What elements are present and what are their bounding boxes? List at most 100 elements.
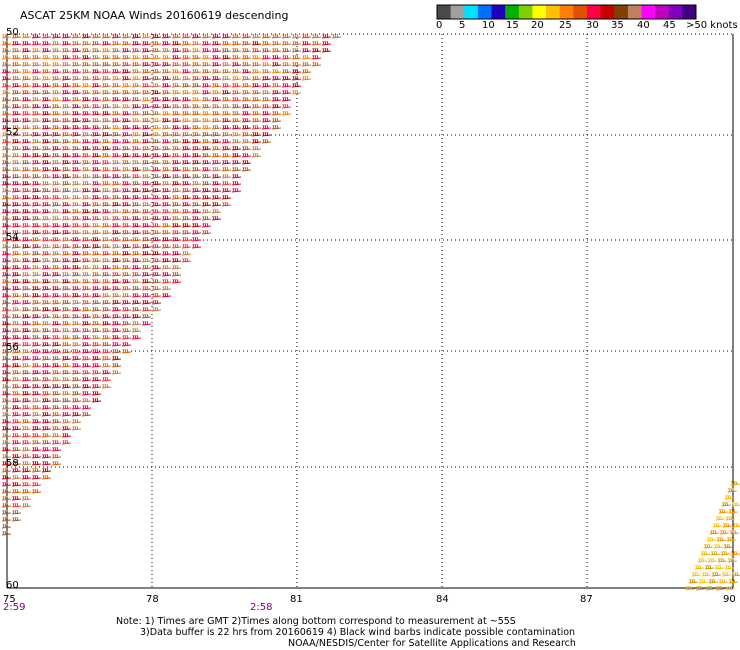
wind-barb [221, 166, 232, 172]
wind-barb [51, 271, 62, 277]
wind-barb [151, 201, 162, 207]
wind-barb [131, 173, 142, 179]
wind-barb [61, 110, 72, 116]
wind-barb [11, 243, 22, 249]
wind-barb [703, 543, 713, 549]
wind-barb [191, 187, 202, 193]
wind-barb [141, 320, 152, 326]
wind-barb [201, 138, 212, 144]
wind-barb [31, 397, 42, 403]
wind-barb [31, 229, 42, 235]
wind-barb [61, 61, 72, 67]
wind-barb [71, 299, 82, 305]
wind-barb [81, 299, 92, 305]
wind-barb [41, 47, 52, 53]
wind-barb [11, 33, 22, 39]
wind-barb [1, 327, 12, 333]
wind-barb [171, 236, 182, 242]
wind-barb [131, 117, 142, 123]
wind-barb [81, 292, 92, 298]
wind-barb [11, 61, 22, 67]
wind-barb [81, 264, 92, 270]
wind-barb [31, 411, 42, 417]
wind-barb [191, 173, 202, 179]
wind-barb [61, 47, 72, 53]
wind-barb [261, 138, 272, 144]
wind-barb [41, 397, 52, 403]
wind-barb [231, 131, 242, 137]
wind-barb [201, 82, 212, 88]
wind-barb [101, 313, 112, 319]
wind-barb [91, 362, 102, 368]
wind-barb [71, 425, 82, 431]
wind-barb [21, 103, 32, 109]
wind-barb [121, 103, 132, 109]
wind-barb [51, 194, 62, 200]
wind-barb [221, 131, 232, 137]
wind-barb [201, 75, 212, 81]
wind-barb [1, 397, 12, 403]
wind-barb [91, 250, 102, 256]
wind-barb [21, 432, 32, 438]
wind-barb [161, 110, 172, 116]
wind-barb [161, 159, 172, 165]
wind-barb [71, 201, 82, 207]
wind-barb [111, 117, 122, 123]
wind-barb [51, 250, 62, 256]
wind-barb [181, 68, 192, 74]
wind-barb [161, 152, 172, 158]
wind-barb [31, 96, 42, 102]
wind-barb [171, 131, 182, 137]
wind-barb [21, 446, 32, 452]
wind-barb [151, 285, 162, 291]
wind-barb [81, 278, 92, 284]
wind-barb [31, 488, 42, 494]
wind-barb [161, 138, 172, 144]
wind-barb [41, 334, 52, 340]
wind-barb [11, 47, 22, 53]
wind-barb [61, 397, 72, 403]
wind-barb [707, 557, 717, 563]
wind-barb [31, 292, 42, 298]
lon-label-87: 87 [580, 594, 593, 605]
wind-barb [151, 89, 162, 95]
wind-barb [231, 159, 242, 165]
wind-barb [201, 33, 212, 39]
wind-barb [51, 362, 62, 368]
wind-barb [201, 145, 212, 151]
wind-barb [181, 54, 192, 60]
wind-barb [141, 40, 152, 46]
wind-barb [31, 446, 42, 452]
wind-barb [171, 250, 182, 256]
wind-barb [11, 327, 22, 333]
wind-barb [251, 47, 262, 53]
wind-barb [91, 138, 102, 144]
wind-barb [71, 376, 82, 382]
wind-barb [1, 278, 12, 284]
wind-barb [131, 306, 142, 312]
wind-barb [21, 341, 32, 347]
wind-barb [211, 159, 222, 165]
wind-barb [161, 285, 172, 291]
wind-barb [698, 578, 708, 584]
wind-barb [191, 180, 202, 186]
wind-barb [141, 271, 152, 277]
wind-barb [151, 236, 162, 242]
wind-barb [1, 54, 12, 60]
wind-barb [41, 376, 52, 382]
wind-barb [141, 173, 152, 179]
wind-barb [61, 341, 72, 347]
wind-barb [191, 89, 202, 95]
wind-barb [41, 124, 52, 130]
wind-barb [71, 124, 82, 130]
wind-barb [71, 390, 82, 396]
wind-barb [61, 362, 72, 368]
wind-barb [221, 68, 232, 74]
wind-barb [41, 348, 52, 354]
wind-barb [121, 257, 132, 263]
wind-barb [81, 271, 92, 277]
wind-barb [51, 243, 62, 249]
wind-barb [1, 271, 12, 277]
wind-barb [171, 61, 182, 67]
wind-barb [71, 313, 82, 319]
